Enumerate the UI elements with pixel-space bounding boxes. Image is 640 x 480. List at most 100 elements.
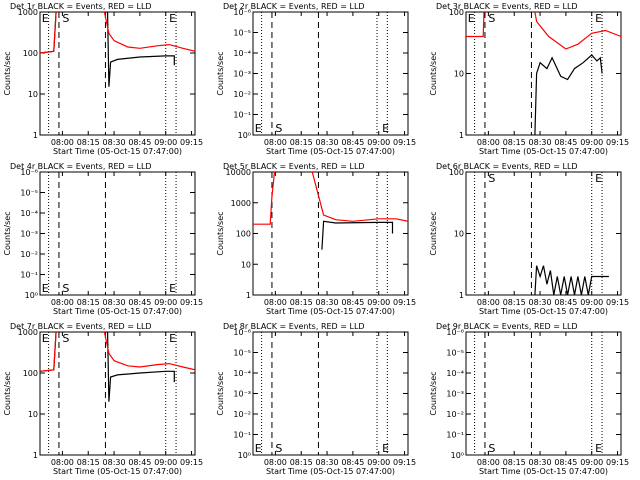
chart-title: Det 6r BLACK = Events, RED = LLD <box>436 162 578 171</box>
x-tick-label: 08:30 <box>529 458 552 467</box>
chart-title: Det 3r BLACK = Events, RED = LLD <box>436 2 578 11</box>
y-tick-label: 10 <box>241 260 251 269</box>
y-tick-label: 1000 <box>231 199 251 208</box>
x-tick-label: 08:00 <box>51 458 74 467</box>
y-tick-label: 10⁻¹ <box>20 271 38 280</box>
y-tick-label: 1 <box>246 291 251 300</box>
x-axis-label: Start Time (05-Oct-15 07:47:00) <box>479 307 608 316</box>
y-tick-label: 10⁰ <box>451 451 464 460</box>
y-tick-label: 10⁻¹ <box>233 431 251 440</box>
x-tick-label: 08:15 <box>503 298 526 307</box>
marker-label: E <box>595 442 602 455</box>
x-tick-label: 08:15 <box>77 298 100 307</box>
y-axis-label: Counts/sec <box>429 211 438 255</box>
series-group <box>40 12 195 87</box>
y-tick-label: 10⁰ <box>238 131 251 140</box>
x-axis-label: Start Time (05-Oct-15 07:47:00) <box>53 147 182 156</box>
y-tick-label: 1 <box>33 131 38 140</box>
data-line <box>40 332 195 372</box>
y-tick-label: 10⁻⁵ <box>233 29 251 38</box>
x-axis-label: Start Time (05-Oct-15 07:47:00) <box>266 467 395 476</box>
y-axis-label: Counts/sec <box>3 371 12 415</box>
data-line <box>534 54 603 135</box>
x-tick-label: 08:45 <box>554 458 577 467</box>
plot-frame <box>252 171 409 296</box>
x-tick-label: 08:30 <box>529 138 552 147</box>
marker-label: E <box>42 12 49 25</box>
series-group <box>40 332 195 402</box>
y-tick-label: 10⁻³ <box>233 390 251 399</box>
x-tick-label: 08:30 <box>529 298 552 307</box>
x-tick-label: 09:00 <box>367 138 390 147</box>
x-tick-label: 08:00 <box>264 458 287 467</box>
x-tick-label: 08:45 <box>554 298 577 307</box>
x-tick-label: 08:45 <box>341 458 364 467</box>
x-tick-label: 08:15 <box>77 458 100 467</box>
marker-label: S <box>62 282 69 295</box>
x-tick-label: 08:15 <box>503 138 526 147</box>
x-tick-label: 09:00 <box>580 458 603 467</box>
series-group <box>253 172 408 250</box>
y-tick-label: 1 <box>459 131 464 140</box>
y-tick-label: 10⁻³ <box>20 230 38 239</box>
y-tick-label: 100 <box>23 369 38 378</box>
chart-title: Det 1r BLACK = Events, RED = LLD <box>10 2 152 11</box>
y-tick-label: 10⁻⁶ <box>20 168 38 177</box>
y-tick-label: 10⁻⁴ <box>233 369 251 378</box>
plot-frame <box>252 331 409 456</box>
x-tick-label: 08:00 <box>477 458 500 467</box>
marker-label: S <box>275 442 282 455</box>
y-tick-label: 10⁻⁵ <box>233 349 251 358</box>
y-tick-label: 1 <box>33 451 38 460</box>
marker-label: E <box>169 282 176 295</box>
y-tick-label: 100 <box>23 49 38 58</box>
marker-label: S <box>62 12 69 25</box>
y-tick-label: 100 <box>449 168 464 177</box>
y-tick-label: 10⁰ <box>25 291 38 300</box>
y-tick-label: 100 <box>236 230 251 239</box>
x-tick-label: 08:00 <box>264 298 287 307</box>
y-tick-label: 10 <box>28 90 38 99</box>
y-axis-label: Counts/sec <box>216 51 225 95</box>
x-tick-label: 08:15 <box>290 458 313 467</box>
y-tick-label: 10⁻⁶ <box>446 328 464 337</box>
x-tick-label: 09:15 <box>606 138 629 147</box>
y-axis-label: Counts/sec <box>429 51 438 95</box>
chart-title: Det 8r BLACK = Events, RED = LLD <box>223 322 365 331</box>
x-axis-label: Start Time (05-Oct-15 07:47:00) <box>479 467 608 476</box>
x-tick-label: 08:15 <box>503 458 526 467</box>
chart-title: Det 5r BLACK = Events, RED = LLD <box>223 162 365 171</box>
marker-label: E <box>468 12 475 25</box>
data-line <box>321 220 394 250</box>
marker-label: E <box>595 12 602 25</box>
x-tick-label: 09:15 <box>393 458 416 467</box>
series-group <box>534 265 609 295</box>
y-axis-label: Counts/sec <box>429 371 438 415</box>
data-line <box>40 332 175 402</box>
data-line <box>534 265 609 295</box>
y-tick-label: 10⁻⁴ <box>446 369 464 378</box>
x-tick-label: 09:00 <box>154 138 177 147</box>
y-tick-label: 10⁻³ <box>446 390 464 399</box>
y-tick-label: 10⁻¹ <box>446 431 464 440</box>
marker-label: S <box>62 332 69 345</box>
x-tick-label: 08:30 <box>316 138 339 147</box>
y-tick-label: 10⁻² <box>233 410 251 419</box>
x-tick-label: 08:45 <box>554 138 577 147</box>
x-tick-label: 08:30 <box>103 458 126 467</box>
marker-label: E <box>169 12 176 25</box>
x-tick-label: 08:30 <box>316 458 339 467</box>
marker-label: E <box>42 282 49 295</box>
x-tick-label: 09:15 <box>393 138 416 147</box>
x-tick-label: 08:45 <box>341 138 364 147</box>
x-axis-label: Start Time (05-Oct-15 07:47:00) <box>53 307 182 316</box>
chart-title: Det 2r BLACK = Events, RED = LLD <box>223 2 365 11</box>
